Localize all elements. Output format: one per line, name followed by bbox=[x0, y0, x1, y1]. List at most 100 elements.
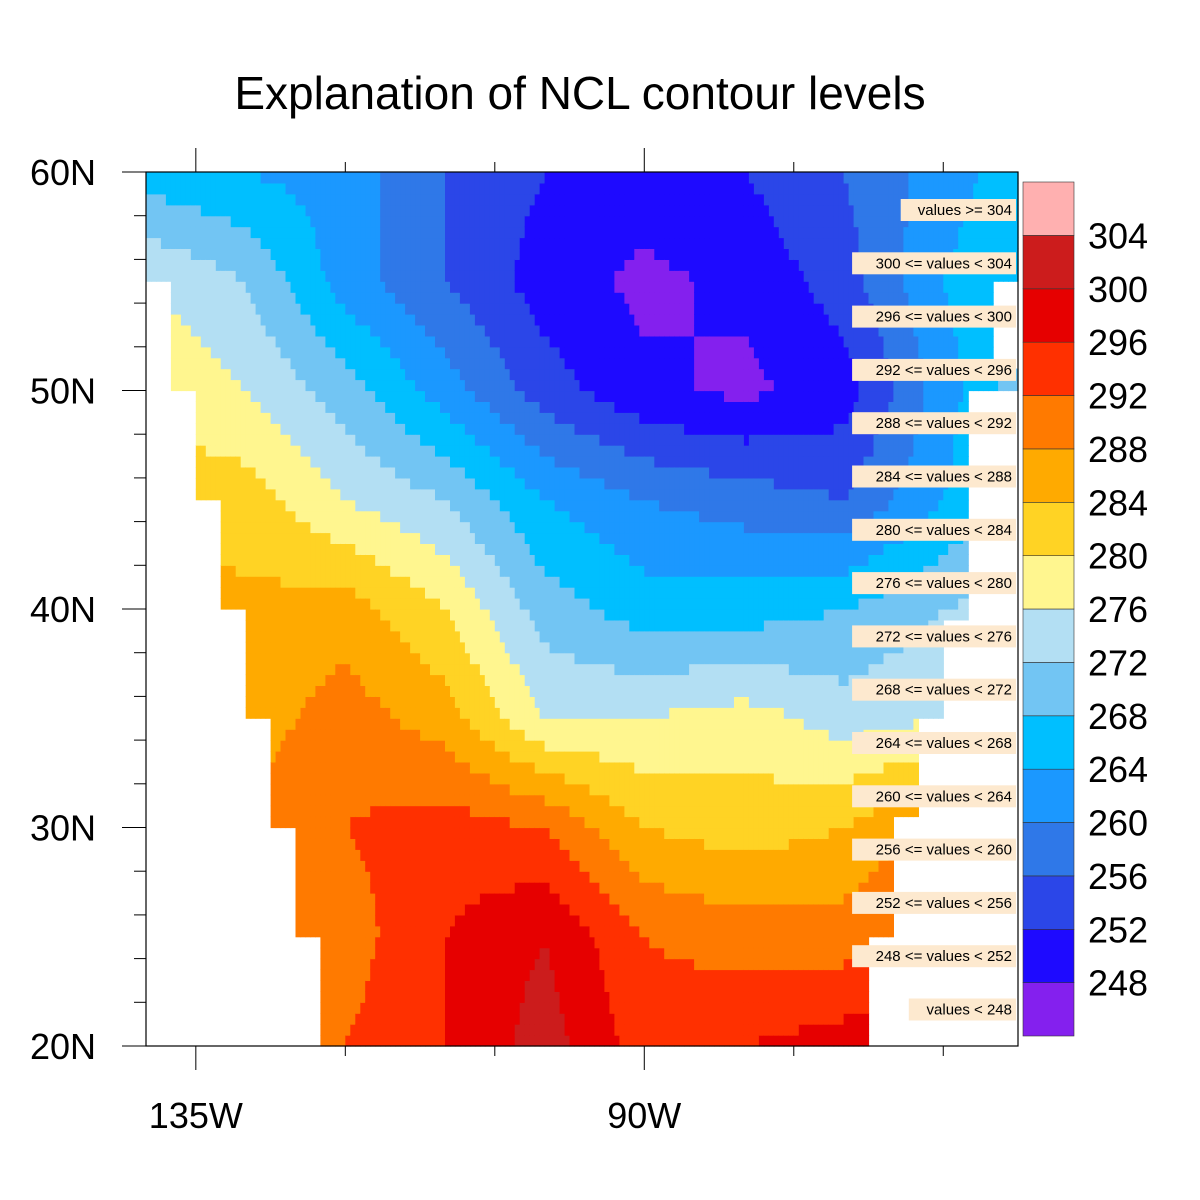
contour-cell bbox=[360, 641, 366, 654]
contour-cell bbox=[310, 401, 316, 413]
contour-cell bbox=[469, 860, 476, 872]
contour-cell bbox=[350, 204, 356, 217]
contour-cell bbox=[539, 204, 546, 217]
contour-cell bbox=[464, 204, 471, 217]
contour-cell bbox=[410, 368, 416, 381]
contour-cell bbox=[210, 456, 217, 468]
contour-cell bbox=[380, 718, 386, 730]
contour-cell bbox=[205, 325, 212, 337]
contour-cell bbox=[464, 1035, 471, 1047]
contour-cell bbox=[514, 554, 521, 566]
contour-cell bbox=[330, 259, 336, 271]
contour-cell bbox=[325, 696, 331, 708]
contour-cell bbox=[285, 412, 292, 424]
contour-cell bbox=[235, 423, 242, 435]
contour-cell bbox=[330, 729, 336, 741]
contour-cell bbox=[425, 751, 431, 763]
contour-cell bbox=[420, 838, 426, 850]
contour-cell bbox=[290, 357, 297, 370]
contour-cell bbox=[440, 237, 446, 249]
contour-cell bbox=[474, 663, 481, 676]
contour-cell bbox=[395, 663, 401, 676]
contour-cell bbox=[519, 630, 526, 643]
contour-cell bbox=[285, 314, 292, 326]
contour-cell bbox=[265, 401, 272, 413]
contour-cell bbox=[330, 248, 336, 260]
contour-cell bbox=[534, 259, 541, 271]
contour-cell bbox=[425, 838, 431, 850]
contour-cell bbox=[295, 325, 302, 337]
contour-cell bbox=[489, 467, 496, 479]
contour-cell bbox=[415, 718, 421, 730]
contour-cell bbox=[509, 488, 516, 501]
contour-cell bbox=[454, 718, 461, 730]
contour-cell bbox=[330, 401, 336, 413]
contour-cell bbox=[440, 521, 446, 534]
contour-cell bbox=[320, 357, 326, 370]
contour-cell bbox=[235, 368, 242, 381]
contour-cell bbox=[330, 641, 336, 654]
contour-cell bbox=[380, 663, 386, 676]
contour-cell bbox=[405, 652, 411, 665]
contour-cell bbox=[400, 215, 406, 228]
contour-cell bbox=[190, 193, 197, 206]
contour-cell bbox=[504, 532, 511, 544]
contour-cell bbox=[340, 1002, 346, 1014]
contour-cell bbox=[489, 696, 496, 708]
contour-cell bbox=[305, 641, 312, 654]
contour-cell bbox=[454, 904, 461, 916]
contour-cell bbox=[380, 368, 386, 381]
contour-cell bbox=[335, 467, 341, 479]
contour-cell bbox=[489, 325, 496, 337]
contour-cell bbox=[454, 499, 461, 512]
contour-cell bbox=[275, 477, 282, 490]
contour-cell bbox=[454, 860, 461, 872]
contour-cell bbox=[300, 707, 307, 719]
contour-cell bbox=[430, 368, 436, 381]
contour-cell bbox=[410, 969, 416, 981]
contour-cell bbox=[519, 292, 526, 304]
contour-cell bbox=[519, 193, 526, 206]
contour-cell bbox=[405, 609, 411, 621]
contour-cell bbox=[529, 379, 536, 392]
contour-cell bbox=[390, 182, 396, 195]
contour-cell bbox=[430, 237, 436, 249]
contour-cell bbox=[509, 576, 516, 588]
contour-cell bbox=[265, 499, 272, 512]
contour-cell bbox=[524, 379, 531, 392]
contour-cell bbox=[280, 707, 287, 719]
contour-cell bbox=[305, 543, 312, 555]
contour-cell bbox=[539, 794, 546, 807]
contour-cell bbox=[425, 882, 431, 894]
contour-cell bbox=[205, 281, 212, 293]
contour-cell bbox=[235, 303, 242, 315]
contour-cell bbox=[524, 488, 531, 501]
contour-cell bbox=[370, 1035, 376, 1047]
contour-cell bbox=[474, 904, 481, 916]
contour-cell bbox=[440, 914, 446, 927]
contour-cell bbox=[280, 510, 287, 523]
contour-cell bbox=[340, 980, 346, 992]
contour-cell bbox=[375, 357, 381, 370]
contour-cell bbox=[504, 882, 511, 894]
contour-cell bbox=[524, 619, 531, 632]
contour-cell bbox=[459, 204, 466, 217]
contour-cell bbox=[375, 696, 381, 708]
contour-cell bbox=[509, 674, 516, 686]
contour-cell bbox=[280, 445, 287, 457]
contour-cell bbox=[385, 609, 391, 621]
contour-cell bbox=[509, 325, 516, 337]
contour-cell bbox=[484, 1002, 491, 1014]
contour-cell bbox=[240, 303, 247, 315]
contour-cell bbox=[355, 882, 361, 894]
contour-cell bbox=[335, 805, 341, 818]
contour-cell bbox=[440, 1035, 446, 1047]
contour-cell bbox=[494, 904, 501, 916]
contour-cell bbox=[340, 762, 346, 774]
contour-cell bbox=[430, 630, 436, 643]
contour-cell bbox=[170, 237, 177, 249]
contour-cell bbox=[220, 270, 227, 282]
contour-cell bbox=[410, 565, 416, 577]
contour-cell bbox=[365, 729, 371, 741]
contour-cell bbox=[390, 805, 396, 818]
